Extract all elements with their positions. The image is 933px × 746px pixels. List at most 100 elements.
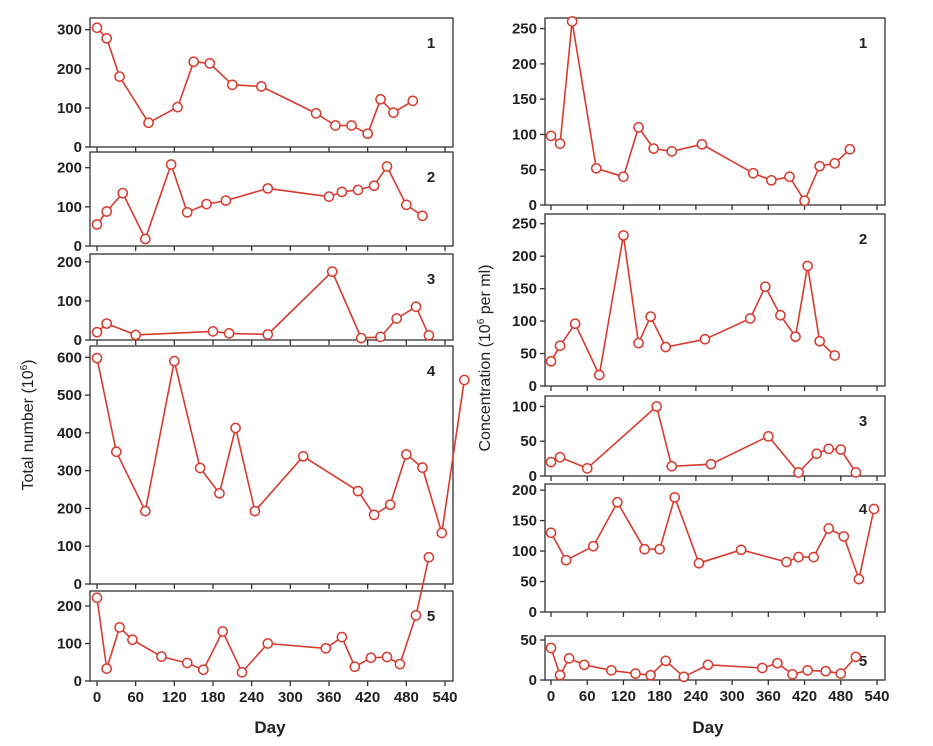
data-point [639, 543, 650, 555]
x-tick-label: 60 [127, 689, 144, 706]
y-tick-label: 150 [512, 91, 537, 108]
data-point [578, 659, 590, 671]
panel-frame [89, 590, 454, 682]
data-point [91, 352, 103, 364]
y-tick-label: 0 [74, 332, 82, 349]
data-point [814, 335, 825, 347]
x-tick-label: 360 [756, 688, 781, 705]
data-point [766, 174, 777, 186]
data-point [368, 509, 380, 521]
left-x-axis-title: Day [254, 718, 286, 737]
y-tick-label: 0 [74, 673, 82, 690]
data-point [220, 195, 232, 206]
data-point [110, 446, 122, 458]
right-panel-4: 0 50 100 150 200 4 [512, 482, 886, 621]
y-tick-label: 0 [74, 139, 82, 156]
data-point [744, 313, 756, 324]
x-tick-label: 180 [647, 688, 672, 705]
data-point [310, 108, 322, 119]
data-point [590, 162, 602, 174]
data-point [759, 281, 771, 293]
y-tick-label: 100 [57, 100, 82, 117]
x-tick-label: 120 [611, 688, 636, 705]
data-point [400, 199, 412, 211]
x-tick-label: 0 [547, 688, 555, 705]
data-point [850, 651, 862, 663]
data-point [168, 355, 180, 367]
data-point [130, 329, 142, 341]
data-point [702, 659, 714, 671]
y-tick-label: 250 [512, 21, 537, 38]
panel-frame [544, 635, 886, 681]
data-point [612, 496, 623, 508]
data-point [823, 443, 835, 455]
data-point [201, 198, 212, 210]
data-point [793, 551, 804, 563]
panel-frame [544, 483, 886, 613]
y-tick-label: 300 [57, 463, 82, 480]
data-point [143, 117, 154, 129]
y-tick-label: 400 [57, 425, 82, 442]
data-point [188, 56, 200, 68]
y-tick-label: 50 [520, 632, 537, 649]
data-point [554, 451, 566, 463]
data-point [581, 462, 593, 474]
data-point [835, 444, 847, 455]
y-tick-label: 300 [57, 22, 82, 39]
data-point [545, 527, 557, 539]
x-tick-label: 60 [579, 688, 596, 705]
data-point [545, 456, 557, 468]
panel-number-label: 5 [859, 653, 867, 670]
data-point [394, 658, 406, 670]
y-tick-label: 100 [512, 398, 537, 415]
data-point [352, 184, 364, 196]
data-point [569, 318, 581, 330]
data-point [336, 631, 348, 643]
right-x-axis-title: Day [692, 718, 724, 737]
right-panel-1: 0 50 100 150 200 250 1 [512, 16, 886, 214]
data-point [156, 651, 167, 662]
data-point [545, 130, 557, 142]
data-point [850, 467, 862, 478]
x-tick-label: 360 [316, 689, 341, 706]
data-point [323, 191, 335, 202]
data-point [660, 341, 672, 353]
y-tick-label: 150 [512, 281, 537, 298]
right-panel-2: 0 50 100 150 200 250 2 [512, 213, 886, 395]
data-point [784, 171, 795, 183]
data-point [696, 138, 708, 150]
data-point [410, 301, 422, 313]
data-point [336, 186, 348, 198]
y-tick-label: 200 [57, 160, 82, 177]
data-point [223, 328, 235, 339]
panel-number-label: 2 [427, 169, 435, 186]
data-point [217, 626, 229, 637]
panel-number-label: 1 [427, 35, 435, 52]
data-point [255, 81, 267, 92]
series-line [96, 557, 430, 674]
panel-frame [544, 17, 886, 206]
data-point [458, 374, 470, 386]
data-point [423, 551, 435, 563]
data-point [693, 557, 705, 569]
data-point [554, 340, 566, 352]
y-tick-label: 0 [529, 378, 537, 395]
y-tick-label: 50 [520, 162, 537, 179]
data-point [823, 523, 835, 534]
data-point [756, 662, 768, 674]
data-point [204, 57, 216, 69]
data-point [91, 326, 103, 338]
data-point [811, 448, 822, 460]
panel-frame [544, 213, 886, 387]
data-point [633, 122, 644, 133]
data-point [400, 449, 412, 460]
panel-frame [89, 151, 454, 247]
data-point [633, 337, 644, 349]
left-panel-5: 0 100 200 5 0 60 120 180 240 300 360 420 480 540 [57, 551, 458, 706]
data-point [330, 120, 341, 131]
y-tick-label: 0 [529, 197, 537, 214]
panel-number-label: 3 [427, 271, 435, 288]
y-tick-label: 100 [57, 636, 82, 653]
data-point [407, 95, 419, 107]
panel-number-label: 5 [427, 608, 435, 625]
